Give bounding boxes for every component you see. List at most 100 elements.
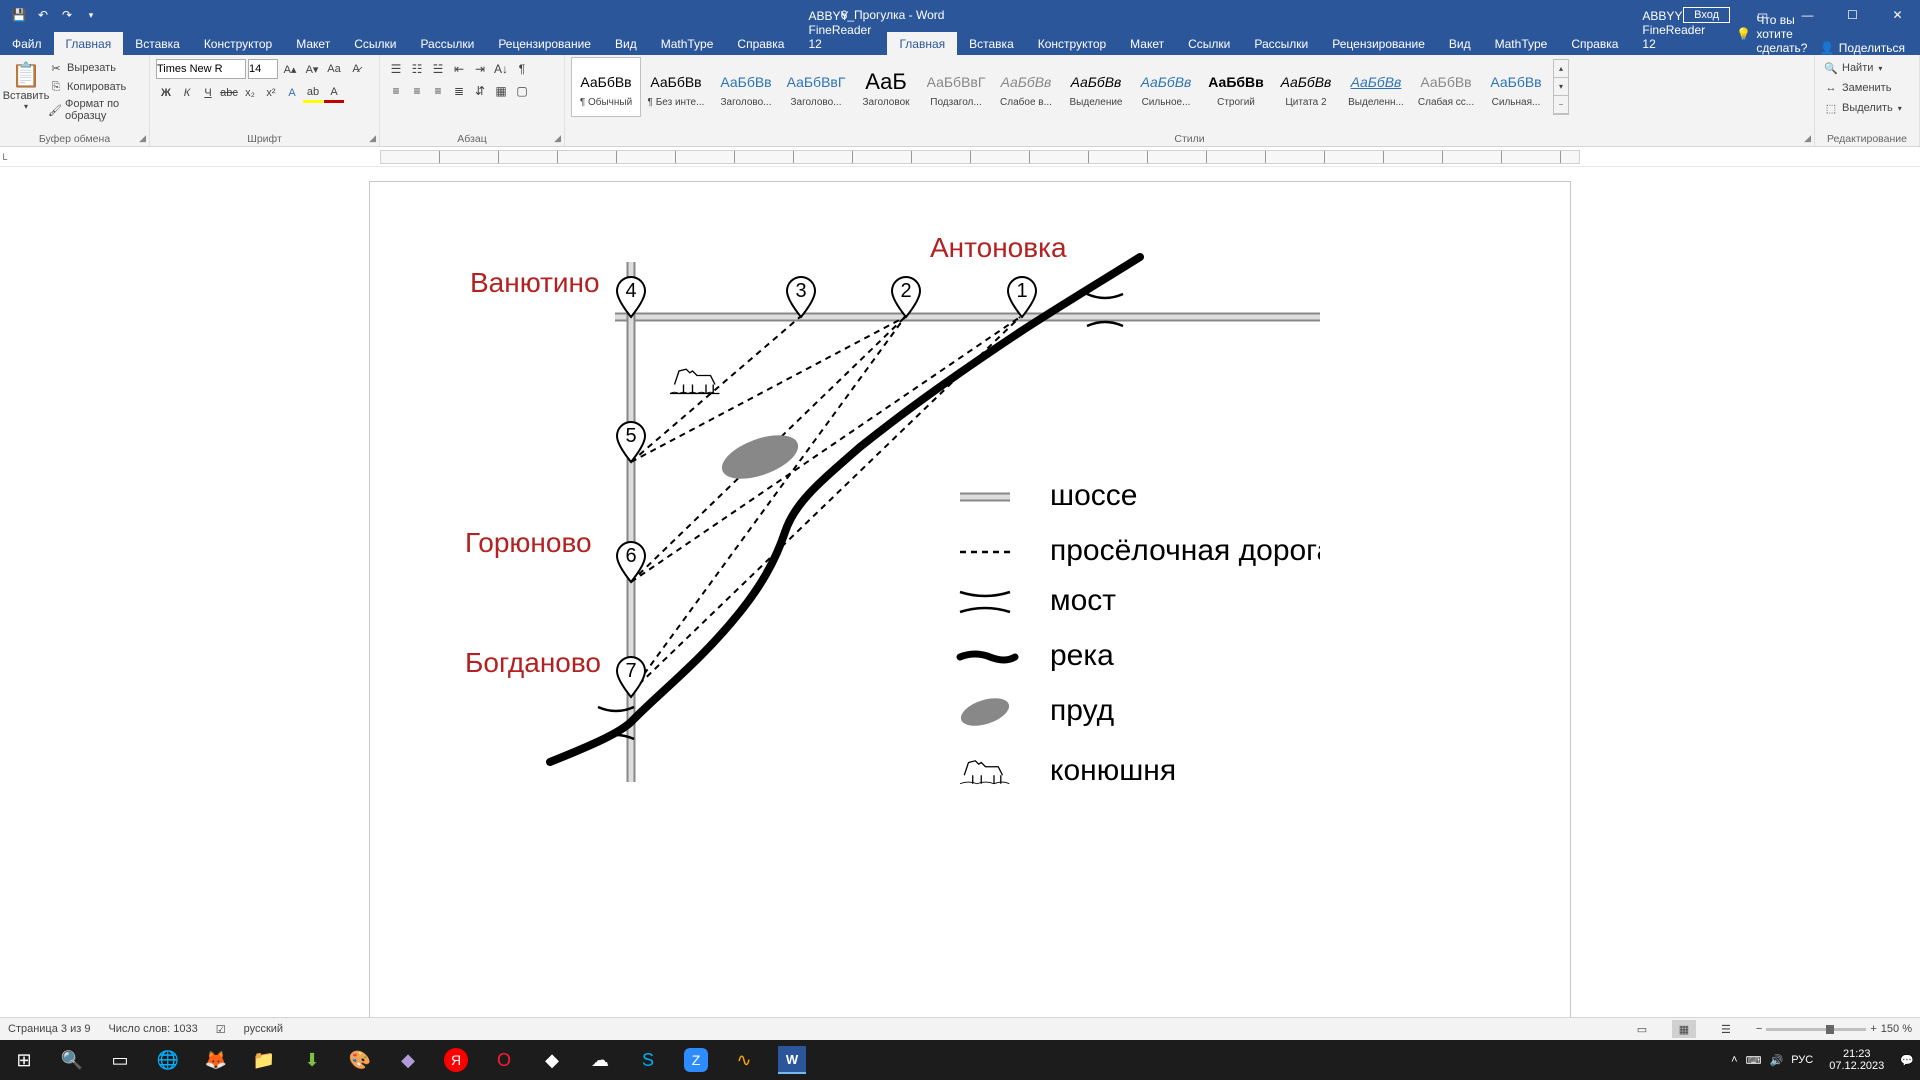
superscript-button[interactable]: x² (261, 83, 281, 103)
status-page[interactable]: Страница 3 из 9 (8, 1023, 90, 1035)
style-13[interactable]: АаБбВв Сильная... (1481, 57, 1551, 117)
replace-button[interactable]: ↔Заменить (1821, 79, 1913, 97)
styles-more[interactable]: ▴▾⎯ (1553, 59, 1569, 115)
align-left-icon[interactable]: ≡ (386, 81, 406, 101)
sort-icon[interactable]: A↓ (491, 59, 511, 79)
underline-button[interactable]: Ч (198, 83, 218, 103)
view-read-icon[interactable]: ▭ (1630, 1020, 1654, 1038)
tray-keyboard-icon[interactable]: ⌨ (1746, 1054, 1762, 1067)
style-6[interactable]: АаБбВв Слабое в... (991, 57, 1061, 117)
tray-chevron-icon[interactable]: ˄ (1731, 1054, 1737, 1066)
tb-app4[interactable]: ◆ (528, 1040, 576, 1080)
zoom-value[interactable]: 150 % (1881, 1023, 1912, 1035)
change-case-icon[interactable]: Aa (324, 59, 344, 79)
tb-yandex[interactable]: Я (444, 1048, 468, 1072)
tb-app5[interactable]: ☁ (576, 1040, 624, 1080)
style-10[interactable]: АаБбВв Цитата 2 (1271, 57, 1341, 117)
tb-app1[interactable]: ⬇ (288, 1040, 336, 1080)
tab-3[interactable]: Макет (284, 32, 342, 55)
align-center-icon[interactable]: ≡ (407, 81, 427, 101)
find-button[interactable]: 🔍Найти▾ (1821, 59, 1913, 77)
align-right-icon[interactable]: ≡ (428, 81, 448, 101)
tab-Конструктор[interactable]: Конструктор (1026, 32, 1118, 55)
tab-Справка[interactable]: Справка (1559, 32, 1630, 55)
zoom-in-icon[interactable]: + (1870, 1023, 1876, 1035)
document-area[interactable]: 4 3 2 1 5 6 7 ВанютиноАнтоновкаГорюновоБ… (0, 167, 1920, 1054)
tab-Вид[interactable]: Вид (1437, 32, 1483, 55)
share-button[interactable]: 👤 Поделиться (1820, 41, 1905, 55)
tab-7[interactable]: Вид (603, 32, 649, 55)
tab-1[interactable]: Вставка (123, 32, 192, 55)
tab-Ссылки[interactable]: Ссылки (1176, 32, 1242, 55)
tb-app6[interactable]: ∿ (720, 1040, 768, 1080)
italic-button[interactable]: К (177, 83, 197, 103)
search-button[interactable]: 🔍 (48, 1040, 96, 1080)
multilevel-icon[interactable]: ☱ (428, 59, 448, 79)
show-marks-icon[interactable]: ¶ (512, 59, 532, 79)
view-web-icon[interactable]: ☰ (1714, 1020, 1738, 1038)
highlight-icon[interactable]: ab (303, 83, 323, 103)
cut-button[interactable]: ✂Вырезать (46, 59, 143, 77)
qat-more-icon[interactable]: ▾ (80, 4, 102, 26)
style-4[interactable]: АаБ Заголовок (851, 57, 921, 117)
justify-icon[interactable]: ≣ (449, 81, 469, 101)
view-print-icon[interactable]: ▦ (1672, 1020, 1696, 1038)
tb-opera[interactable]: O (480, 1040, 528, 1080)
select-button[interactable]: ⬚Выделить▾ (1821, 99, 1913, 117)
tab-Вставка[interactable]: Вставка (957, 32, 1026, 55)
style-2[interactable]: АаБбВв Заголово... (711, 57, 781, 117)
tb-zoom[interactable]: Z (684, 1048, 708, 1072)
line-spacing-icon[interactable]: ⇵ (470, 81, 490, 101)
maximize-icon[interactable]: ☐ (1830, 0, 1875, 30)
tb-explorer[interactable]: 📁 (240, 1040, 288, 1080)
tray-volume-icon[interactable]: 🔊 (1770, 1054, 1784, 1067)
style-12[interactable]: АаБбВв Слабая сс... (1411, 57, 1481, 117)
style-8[interactable]: АаБбВв Сильное... (1131, 57, 1201, 117)
style-9[interactable]: АаБбВв Строгий (1201, 57, 1271, 117)
tray-notifications-icon[interactable]: 💬 (1900, 1054, 1914, 1067)
tb-skype[interactable]: S (624, 1040, 672, 1080)
save-icon[interactable]: 💾 (8, 4, 30, 26)
tb-app3[interactable]: ◆ (384, 1040, 432, 1080)
status-words[interactable]: Число слов: 1033 (108, 1023, 197, 1035)
grow-font-icon[interactable]: A▴ (280, 59, 300, 79)
font-size-input[interactable] (248, 59, 278, 79)
font-name-input[interactable] (156, 59, 246, 79)
tab-5[interactable]: Рассылки (408, 32, 486, 55)
tb-app2[interactable]: 🎨 (336, 1040, 384, 1080)
tell-me[interactable]: 💡 Что вы хотите сделать? (1736, 13, 1819, 55)
tray-ime[interactable]: РУС (1791, 1054, 1813, 1066)
taskview-button[interactable]: ▭ (96, 1040, 144, 1080)
style-7[interactable]: АаБбВв Выделение (1061, 57, 1131, 117)
style-3[interactable]: АаБбВвГ Заголово... (781, 57, 851, 117)
tab-file[interactable]: Файл (0, 32, 54, 55)
para-dialog-icon[interactable]: ◢ (554, 133, 561, 144)
start-button[interactable]: ⊞ (0, 1040, 48, 1080)
redo-icon[interactable]: ↷ (56, 4, 78, 26)
clear-format-icon[interactable]: A̷ (346, 59, 366, 79)
tab-4[interactable]: Ссылки (342, 32, 408, 55)
tab-MathType[interactable]: MathType (1483, 32, 1560, 55)
tab-Рецензирование[interactable]: Рецензирование (1320, 32, 1437, 55)
clipboard-dialog-icon[interactable]: ◢ (139, 133, 146, 144)
style-5[interactable]: АаБбВвГ Подзагол... (921, 57, 991, 117)
zoom-control[interactable]: − + 150 % (1756, 1023, 1912, 1035)
tab-6[interactable]: Рецензирование (486, 32, 603, 55)
style-1[interactable]: АаБбВв ¶ Без инте... (641, 57, 711, 117)
font-dialog-icon[interactable]: ◢ (369, 133, 376, 144)
bullets-icon[interactable]: ☰ (386, 59, 406, 79)
ruler-toggle[interactable]: L (0, 152, 10, 162)
font-color-icon[interactable]: A (324, 83, 344, 103)
text-effects-icon[interactable]: A (282, 83, 302, 103)
dec-indent-icon[interactable]: ⇤ (449, 59, 469, 79)
tray-clock[interactable]: 21:23 07.12.2023 (1821, 1048, 1892, 1072)
inc-indent-icon[interactable]: ⇥ (470, 59, 490, 79)
tb-firefox[interactable]: 🦊 (192, 1040, 240, 1080)
zoom-out-icon[interactable]: − (1756, 1023, 1762, 1035)
styles-dialog-icon[interactable]: ◢ (1804, 133, 1811, 144)
format-painter-button[interactable]: 🖌Формат по образцу (46, 97, 143, 123)
numbering-icon[interactable]: ☷ (407, 59, 427, 79)
subscript-button[interactable]: x₂ (240, 83, 260, 103)
shrink-font-icon[interactable]: A▾ (302, 59, 322, 79)
tab-Главная[interactable]: Главная (887, 32, 957, 55)
